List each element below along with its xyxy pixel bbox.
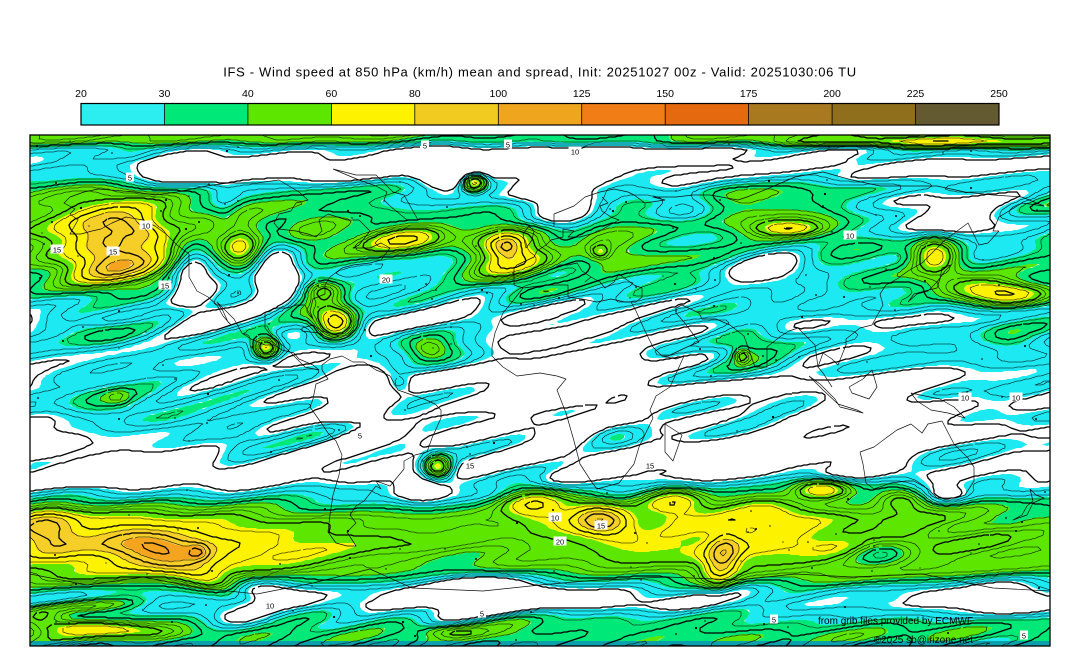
svg-text:100: 100 <box>490 88 508 100</box>
svg-text:5: 5 <box>358 432 362 441</box>
svg-text:©2025 sb@irizone.net: ©2025 sb@irizone.net <box>874 635 973 646</box>
svg-text:5: 5 <box>423 142 427 151</box>
svg-text:15: 15 <box>466 462 474 471</box>
svg-text:5: 5 <box>506 141 510 150</box>
svg-text:80: 80 <box>409 88 421 100</box>
svg-text:15: 15 <box>161 282 169 291</box>
svg-text:175: 175 <box>740 88 758 100</box>
svg-text:10: 10 <box>571 148 579 157</box>
svg-text:15: 15 <box>597 522 605 531</box>
svg-text:IFS - Wind speed at 850 hPa (k: IFS - Wind speed at 850 hPa (km/h) mean … <box>223 65 857 80</box>
svg-text:10: 10 <box>846 232 854 241</box>
svg-text:225: 225 <box>907 88 925 100</box>
svg-text:15: 15 <box>109 248 117 257</box>
svg-text:125: 125 <box>573 88 591 100</box>
svg-text:30: 30 <box>159 88 171 100</box>
svg-text:20: 20 <box>75 88 87 100</box>
svg-text:5: 5 <box>480 610 484 619</box>
svg-text:5: 5 <box>772 616 776 625</box>
svg-text:20: 20 <box>382 276 390 285</box>
svg-text:5: 5 <box>128 174 132 183</box>
svg-text:from grib files provided by EC: from grib files provided by ECMWF <box>818 616 973 627</box>
svg-text:200: 200 <box>823 88 841 100</box>
svg-text:10: 10 <box>961 394 969 403</box>
svg-text:10: 10 <box>142 222 150 231</box>
svg-text:60: 60 <box>326 88 338 100</box>
svg-text:250: 250 <box>990 88 1008 100</box>
svg-text:15: 15 <box>53 246 61 255</box>
svg-text:10: 10 <box>551 514 559 523</box>
svg-text:40: 40 <box>242 88 254 100</box>
svg-text:15: 15 <box>646 462 654 471</box>
svg-text:5: 5 <box>1022 632 1026 641</box>
svg-text:10: 10 <box>1012 394 1020 403</box>
svg-text:150: 150 <box>656 88 674 100</box>
svg-text:10: 10 <box>266 602 274 611</box>
svg-text:20: 20 <box>556 538 564 547</box>
